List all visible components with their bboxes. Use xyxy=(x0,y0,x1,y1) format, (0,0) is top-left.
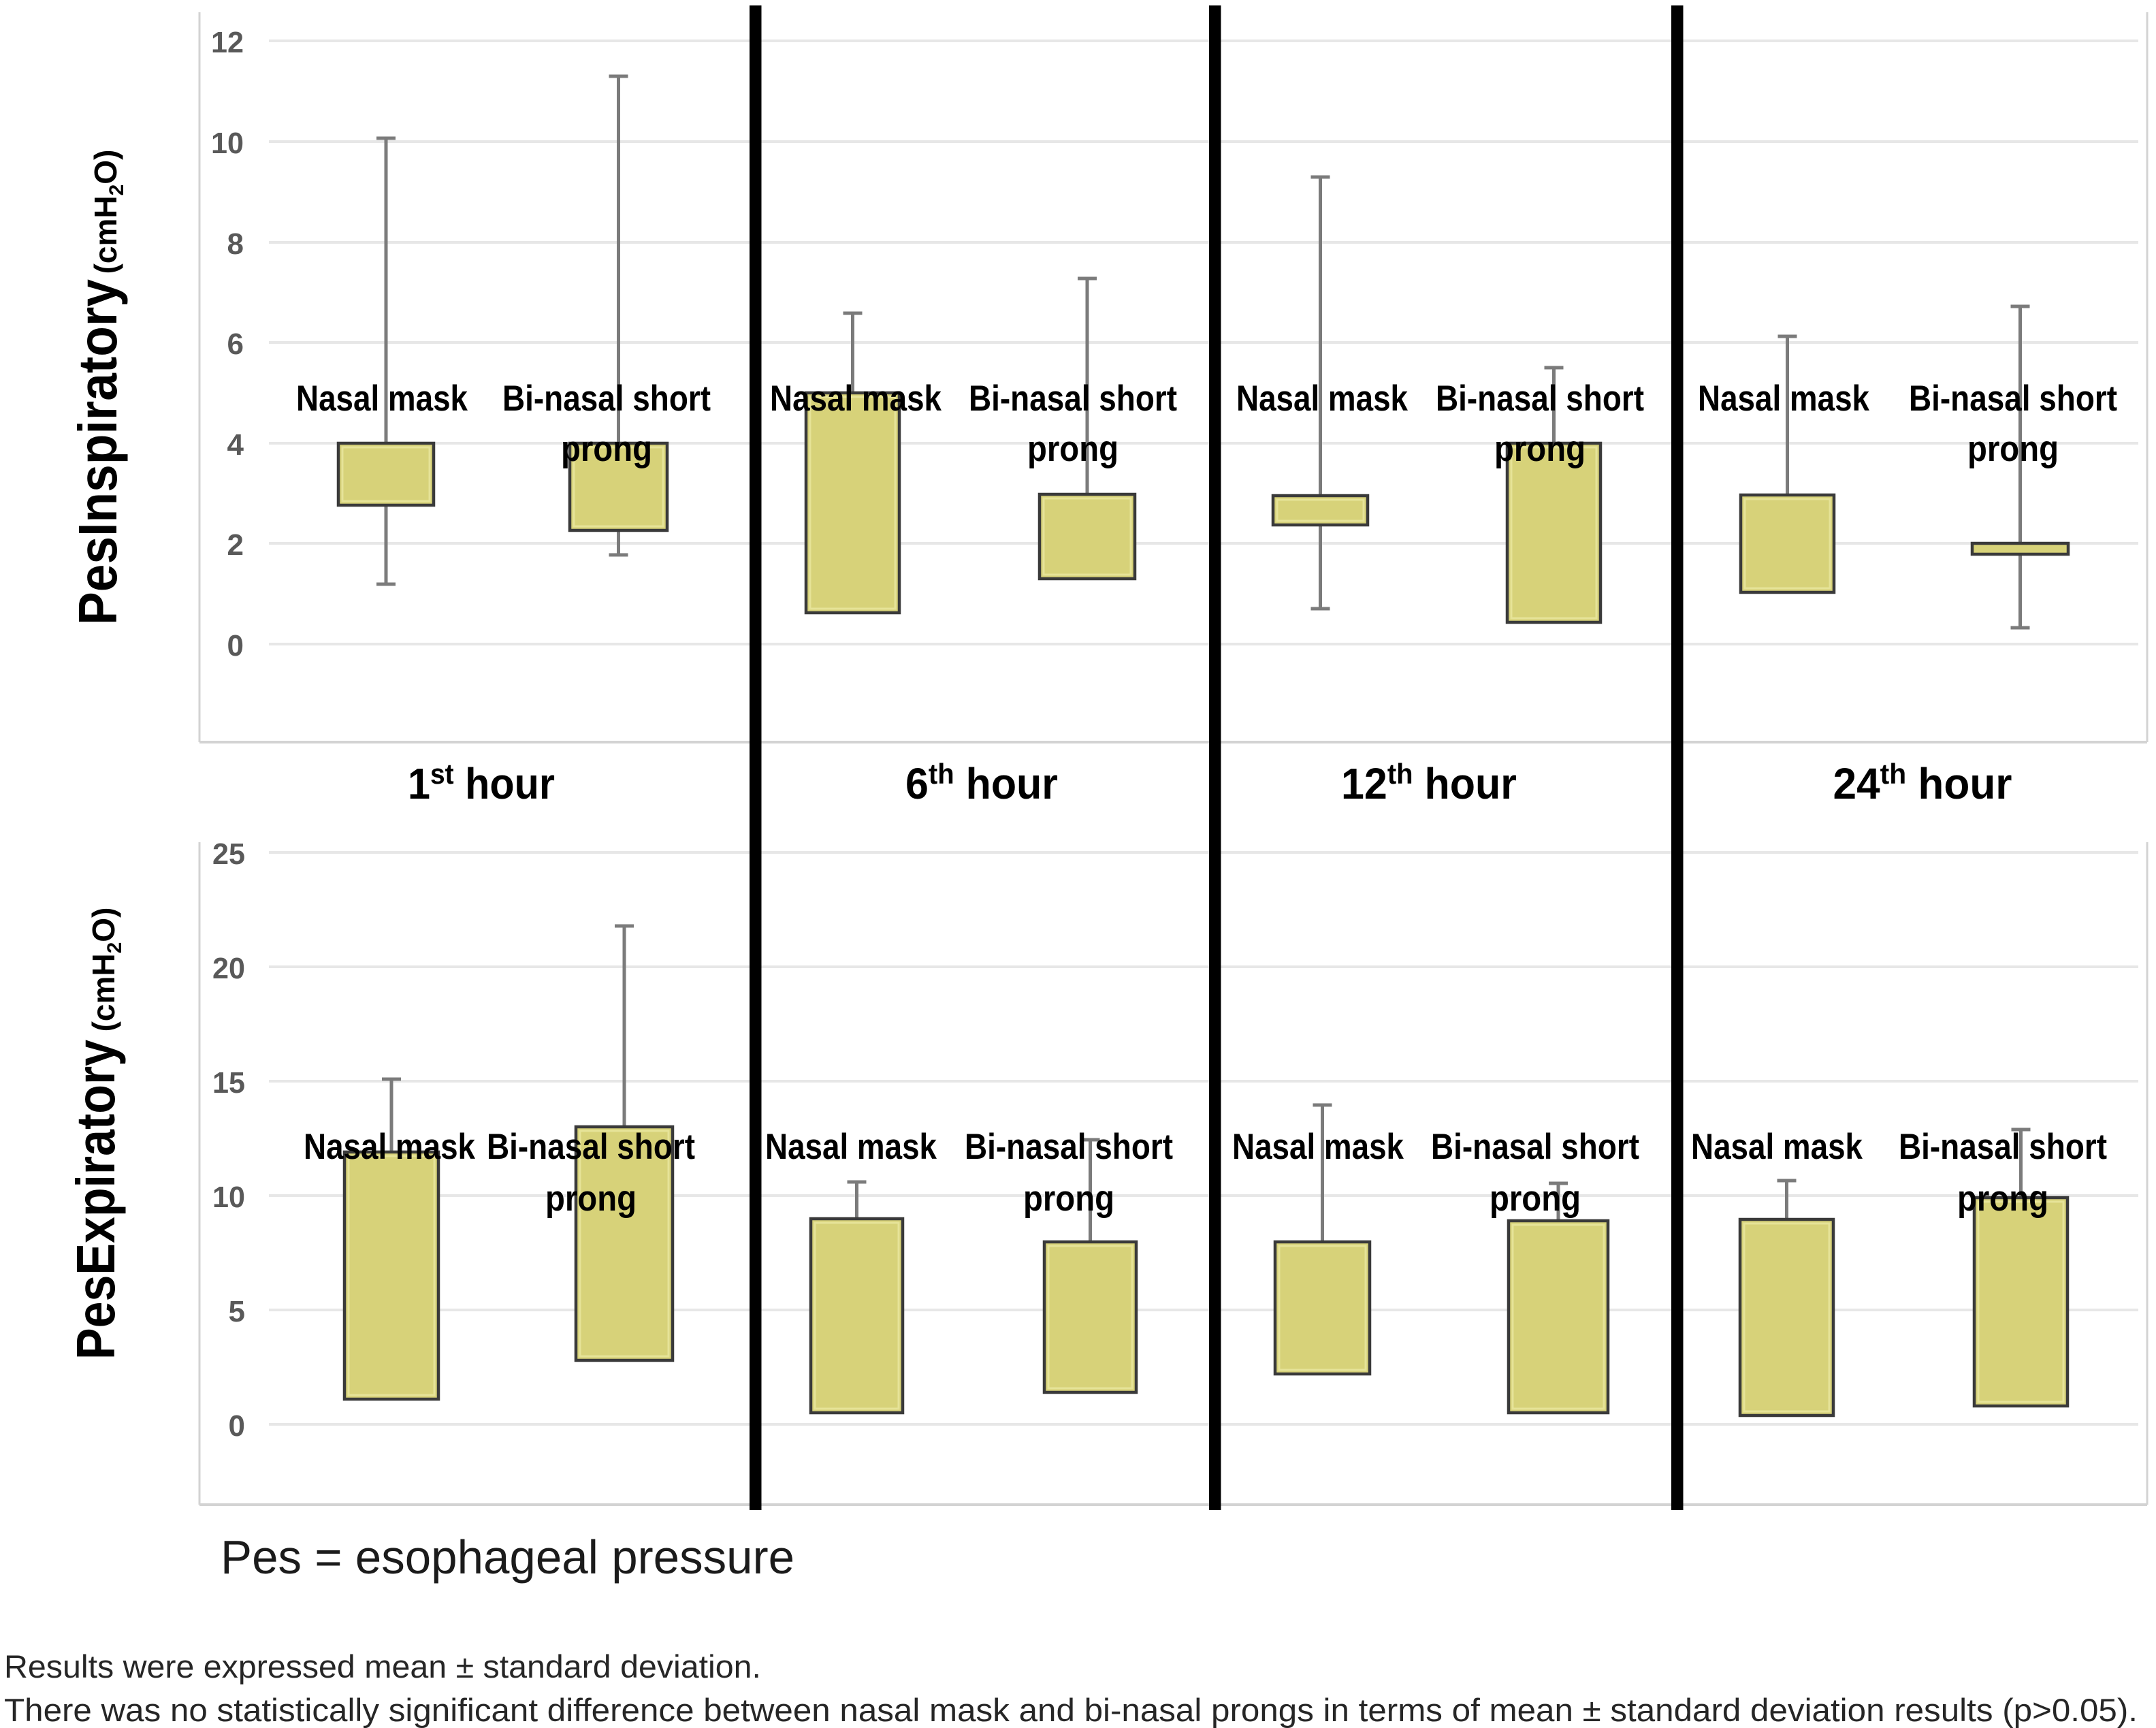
svg-text:10: 10 xyxy=(211,127,244,160)
svg-text:There was no statistically sig: There was no statistically significant d… xyxy=(4,1692,2138,1728)
svg-text:12: 12 xyxy=(211,26,244,59)
svg-text:(cmH2O): (cmH2O) xyxy=(86,908,126,1032)
svg-text:prong: prong xyxy=(1023,1179,1114,1219)
svg-text:Nasal mask: Nasal mask xyxy=(1698,379,1869,419)
svg-text:0: 0 xyxy=(227,629,244,662)
svg-text:6: 6 xyxy=(227,327,244,361)
svg-text:prong: prong xyxy=(561,429,652,469)
svg-text:4: 4 xyxy=(227,428,244,462)
svg-text:Pes = esophageal pressure: Pes = esophageal pressure xyxy=(221,1531,794,1584)
svg-text:prong: prong xyxy=(1490,1179,1581,1219)
svg-text:12th hour: 12th hour xyxy=(1341,758,1517,808)
svg-text:PesInspiratory: PesInspiratory xyxy=(67,279,128,625)
svg-text:Bi-nasal short: Bi-nasal short xyxy=(1899,1127,2107,1167)
svg-text:prong: prong xyxy=(1967,429,2059,469)
svg-text:10: 10 xyxy=(212,1181,245,1214)
svg-text:Bi-nasal short: Bi-nasal short xyxy=(1436,379,1644,419)
svg-text:Bi-nasal short: Bi-nasal short xyxy=(969,379,1177,419)
svg-text:Results were expressed mean ±: Results were expressed mean ± standard d… xyxy=(4,1648,761,1684)
svg-text:25: 25 xyxy=(212,837,245,871)
svg-text:Nasal mask: Nasal mask xyxy=(770,379,942,419)
svg-text:20: 20 xyxy=(212,952,245,985)
svg-text:24th hour: 24th hour xyxy=(1833,758,2012,808)
svg-text:8: 8 xyxy=(227,227,244,261)
svg-text:PesExpiratory: PesExpiratory xyxy=(65,1040,126,1360)
svg-text:15: 15 xyxy=(212,1066,245,1100)
svg-text:Bi-nasal short: Bi-nasal short xyxy=(965,1127,1173,1167)
svg-text:5: 5 xyxy=(229,1295,245,1328)
svg-text:1st hour: 1st hour xyxy=(408,758,555,808)
svg-text:prong: prong xyxy=(545,1179,637,1219)
svg-text:6th hour: 6th hour xyxy=(905,758,1058,808)
svg-text:Nasal mask: Nasal mask xyxy=(765,1127,937,1167)
svg-text:Nasal mask: Nasal mask xyxy=(304,1127,475,1167)
svg-text:2: 2 xyxy=(227,528,244,562)
svg-text:prong: prong xyxy=(1494,429,1586,469)
svg-text:Nasal mask: Nasal mask xyxy=(1232,1127,1404,1167)
svg-text:Nasal mask: Nasal mask xyxy=(296,379,468,419)
svg-text:prong: prong xyxy=(1027,429,1119,469)
svg-text:(cmH2O): (cmH2O) xyxy=(88,150,128,274)
svg-text:Nasal mask: Nasal mask xyxy=(1691,1127,1863,1167)
svg-text:prong: prong xyxy=(1957,1179,2048,1219)
svg-text:Bi-nasal short: Bi-nasal short xyxy=(1431,1127,1639,1167)
svg-text:0: 0 xyxy=(229,1409,245,1443)
svg-text:Bi-nasal short: Bi-nasal short xyxy=(1909,379,2117,419)
svg-text:Bi-nasal short: Bi-nasal short xyxy=(487,1127,695,1167)
svg-text:Bi-nasal short: Bi-nasal short xyxy=(502,379,711,419)
svg-text:Nasal mask: Nasal mask xyxy=(1236,379,1408,419)
